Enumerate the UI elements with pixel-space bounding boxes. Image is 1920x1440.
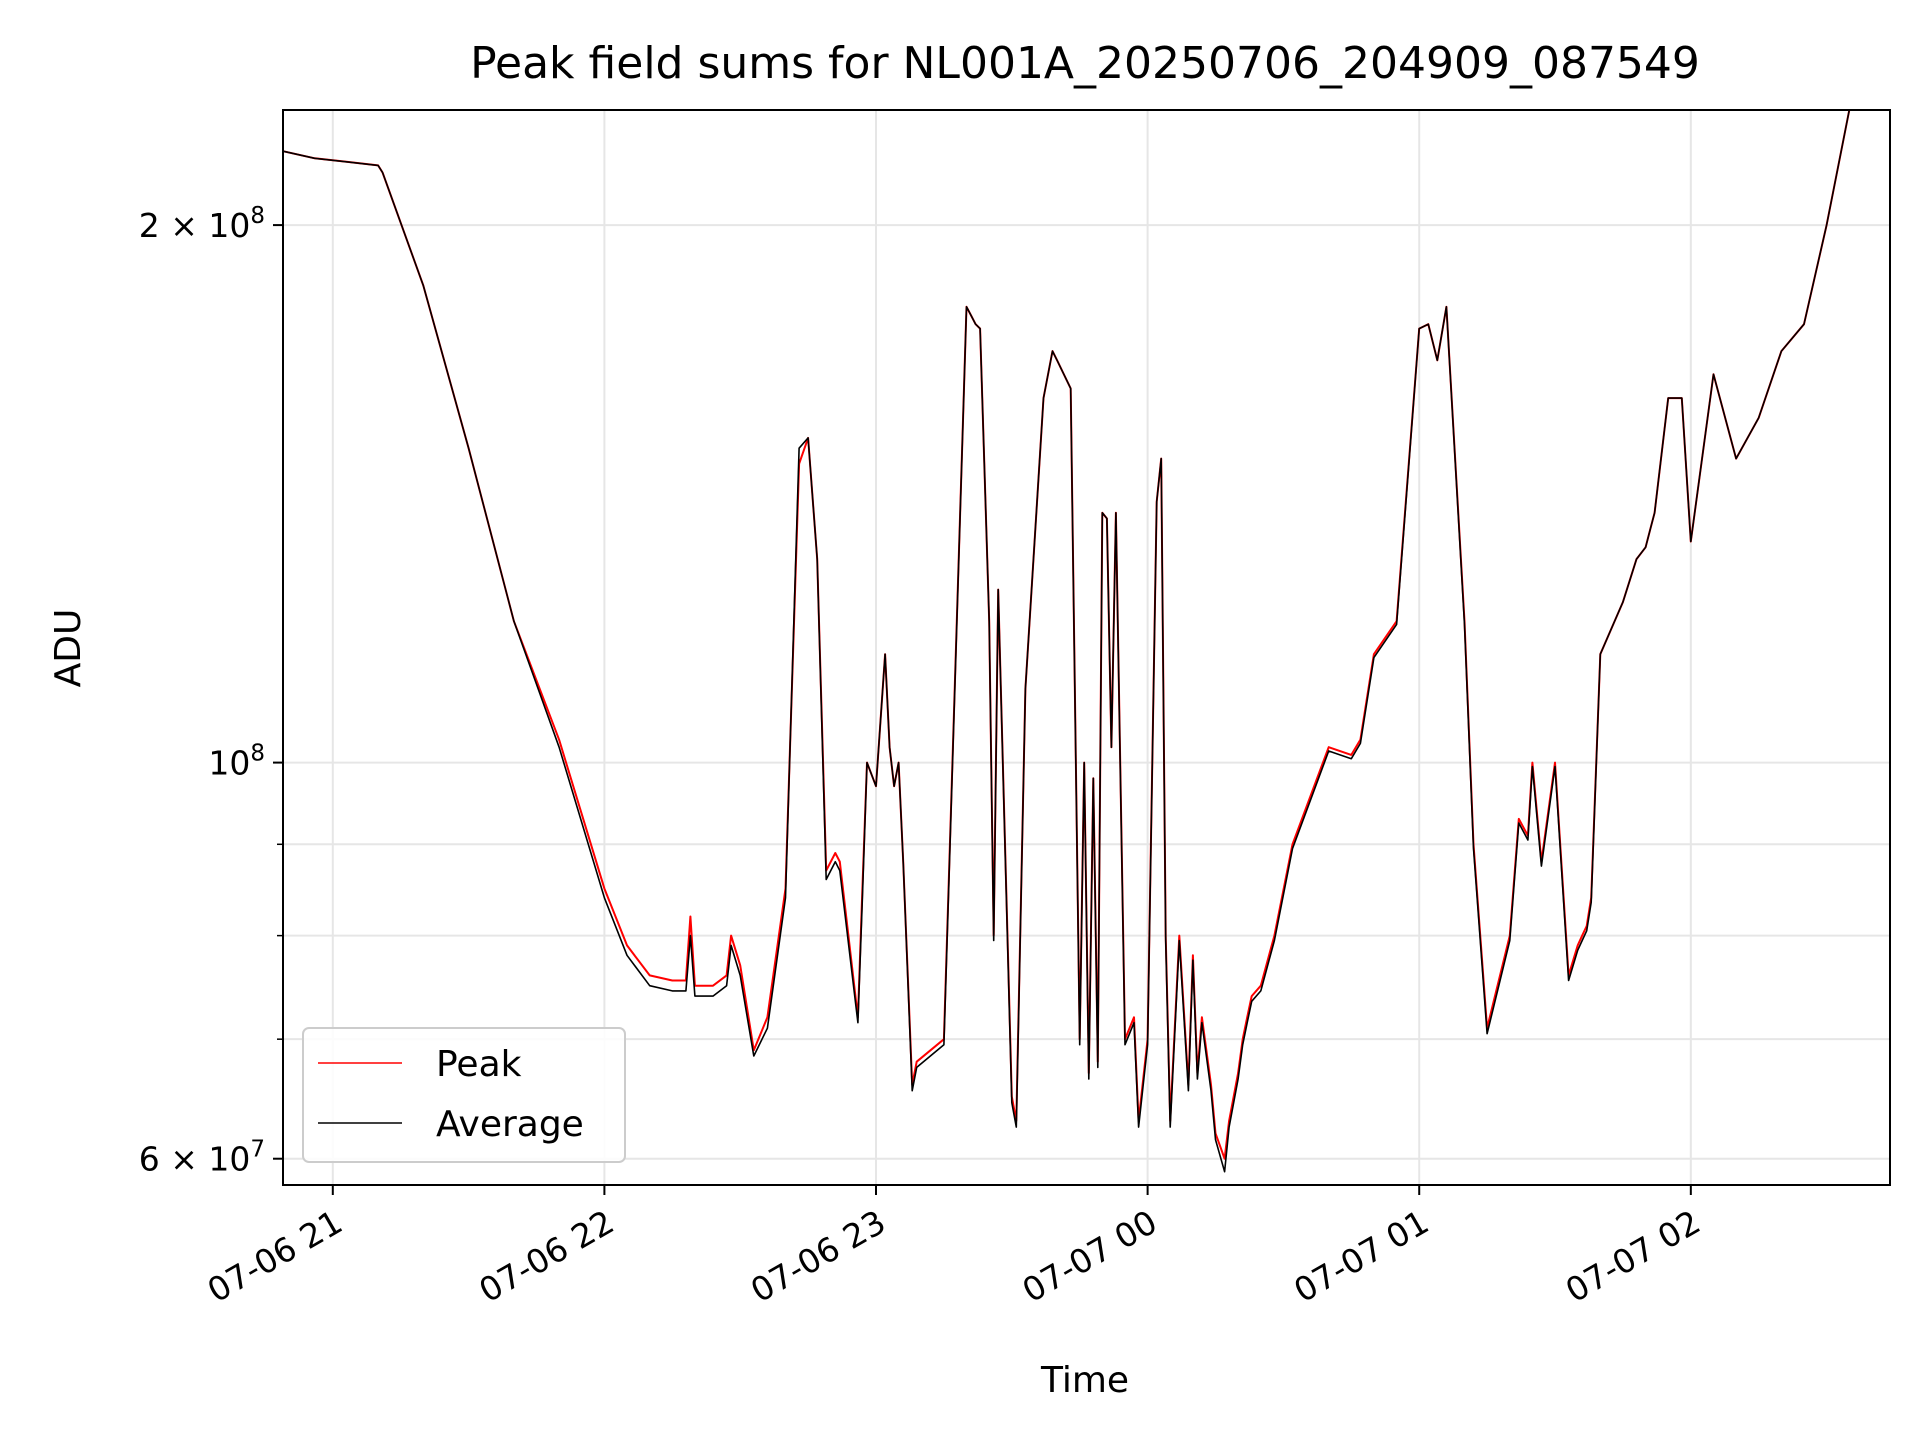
legend: Peak Average	[302, 1027, 626, 1163]
legend-label-peak: Peak	[436, 1044, 522, 1085]
y-tick-label: 108	[208, 741, 265, 783]
series-group	[282, 109, 1851, 1173]
y-tick-label: 2 × 108	[139, 203, 265, 245]
y-axis-label: ADU	[48, 609, 89, 688]
y-tick-label: 6 × 107	[139, 1137, 265, 1179]
legend-label-average: Average	[436, 1104, 584, 1145]
plot-frame	[282, 109, 1891, 1186]
legend-box	[302, 1027, 626, 1163]
chart-title: Peak field sums for NL001A_20250706_2049…	[470, 38, 1700, 89]
y-axis: 6 × 107 108 2 × 108	[139, 203, 283, 1179]
x-axis-label: Time	[1040, 1360, 1129, 1401]
series-line-average	[282, 109, 1851, 1173]
